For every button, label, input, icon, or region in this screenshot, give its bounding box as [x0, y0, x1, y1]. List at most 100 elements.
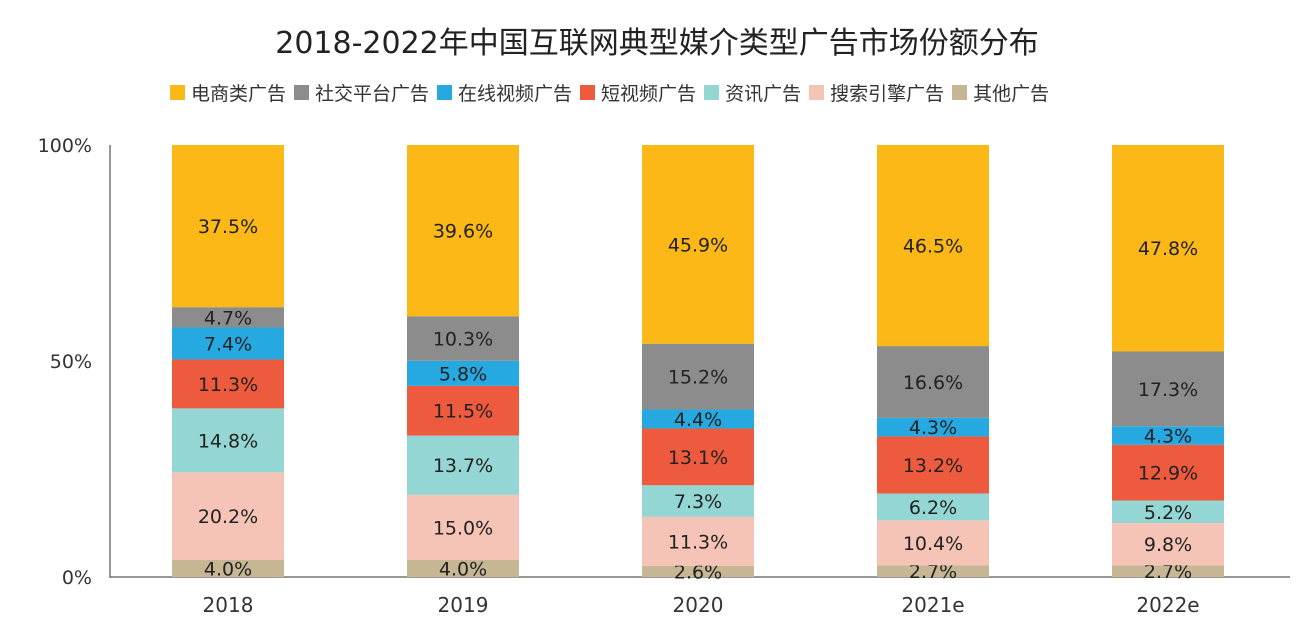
bar-segment [1112, 426, 1224, 445]
bar-value-label: 13.1% [668, 447, 728, 469]
bar-value-label: 4.7% [204, 307, 252, 329]
bar-segment [642, 343, 754, 410]
x-tick-label: 2020 [673, 593, 724, 617]
bar-value-label: 15.2% [668, 367, 728, 389]
bar-value-label: 11.5% [433, 401, 493, 423]
bar-segment [172, 472, 284, 560]
bar-segment [407, 316, 519, 361]
bar-value-label: 7.4% [204, 333, 252, 355]
bar-segment [877, 493, 989, 521]
legend-label: 其他广告 [973, 82, 1050, 105]
bar-segment [642, 428, 754, 486]
legend-swatch [170, 84, 185, 100]
bar-value-label: 10.3% [433, 329, 493, 351]
chart-title: 2018-2022年中国互联网典型媒介类型广告市场份额分布 [275, 26, 1039, 61]
bar-segment [407, 385, 519, 436]
bar-segment [642, 409, 754, 429]
legend-item: 电商类广告 [170, 79, 286, 106]
bar-value-label: 15.0% [433, 517, 493, 539]
bar-segment [877, 436, 989, 494]
legend-item: 在线视频广告 [437, 79, 572, 106]
x-tick-label: 2022e [1136, 593, 1199, 617]
bar-value-label: 13.2% [903, 455, 963, 477]
bar-segment [172, 307, 284, 328]
legend-swatch [952, 84, 968, 100]
legend-swatch [580, 84, 596, 100]
legend-swatch [704, 84, 720, 100]
bar-value-label: 20.2% [198, 506, 258, 528]
bar-value-label: 4.4% [674, 409, 722, 431]
bar-value-label: 2.7% [1144, 561, 1192, 583]
bar-value-label: 4.0% [204, 558, 252, 580]
bar-segment [172, 145, 284, 308]
legend-item: 资讯广告 [704, 79, 801, 106]
bar-value-label: 46.5% [903, 236, 963, 258]
bar-segment [1112, 351, 1224, 427]
bar-value-label: 5.2% [1144, 502, 1192, 524]
bar-value-label: 37.5% [198, 216, 258, 238]
legend: 电商类广告 社交平台广告 在线视频广告 短视频广告 资讯广告 搜索引擎广告 其他广告 [170, 79, 1057, 106]
legend-swatch [294, 84, 310, 100]
bar-segment [407, 435, 519, 495]
bar-segment [642, 485, 754, 517]
x-tick-label: 2018 [203, 593, 254, 617]
legend-label: 搜索引擎广告 [830, 82, 945, 105]
bar-value-label: 39.6% [433, 221, 493, 243]
legend-item: 搜索引擎广告 [809, 79, 944, 106]
bar-segment [642, 565, 754, 577]
bar-segment [172, 408, 284, 473]
bar-value-label: 16.6% [903, 372, 963, 394]
bar-value-label: 2.7% [909, 561, 957, 583]
legend-label: 资讯广告 [725, 82, 802, 105]
bar-value-label: 4.3% [1144, 426, 1192, 448]
bar-segment [407, 559, 519, 577]
bar-value-label: 45.9% [668, 234, 728, 256]
legend-item: 其他广告 [952, 79, 1049, 106]
bar-segment [1112, 565, 1224, 577]
legend-item: 短视频广告 [580, 79, 696, 106]
bar-segment [172, 327, 284, 360]
bar-value-label: 11.3% [198, 374, 258, 396]
bar-value-label: 6.2% [909, 497, 957, 519]
bar-segment [407, 145, 519, 317]
legend-label: 社交平台广告 [315, 82, 430, 105]
x-tick-label: 2019 [438, 593, 489, 617]
legend-label: 电商类广告 [191, 82, 287, 105]
bar-segment [1112, 444, 1224, 501]
bar-value-label: 17.3% [1138, 379, 1198, 401]
bar-segment [1112, 500, 1224, 523]
legend-label: 在线视频广告 [458, 82, 573, 105]
bar-segment [642, 516, 754, 566]
bar-value-label: 7.3% [674, 491, 722, 513]
bar-segment [172, 559, 284, 577]
legend-label: 短视频广告 [601, 82, 697, 105]
bar-value-label: 4.3% [909, 417, 957, 439]
bar-value-label: 10.4% [903, 533, 963, 555]
bar-value-label: 11.3% [668, 531, 728, 553]
bar-segment [172, 359, 284, 409]
bar-value-label: 13.7% [433, 455, 493, 477]
bar-segment [407, 494, 519, 560]
bar-segment [1112, 523, 1224, 566]
bar-value-label: 2.6% [674, 561, 722, 583]
bar-segment [877, 346, 989, 418]
bar-segment [877, 145, 989, 347]
bar-value-label: 9.8% [1144, 534, 1192, 556]
y-tick-label: 50% [50, 351, 92, 373]
bar-segment [877, 565, 989, 577]
y-tick-label: 0% [62, 567, 92, 589]
bar-segment [642, 145, 754, 344]
bar-segment [1112, 145, 1224, 352]
bar-value-label: 12.9% [1138, 463, 1198, 485]
bar-value-label: 5.8% [439, 363, 487, 385]
y-tick-label: 100% [38, 135, 92, 157]
legend-swatch [809, 84, 825, 100]
bar-segment [877, 417, 989, 437]
bar-segment [407, 360, 519, 386]
legend-swatch [437, 84, 453, 100]
bar-value-label: 4.0% [439, 558, 487, 580]
bar-value-label: 47.8% [1138, 238, 1198, 260]
legend-item: 社交平台广告 [294, 79, 429, 106]
x-tick-label: 2021e [901, 593, 964, 617]
